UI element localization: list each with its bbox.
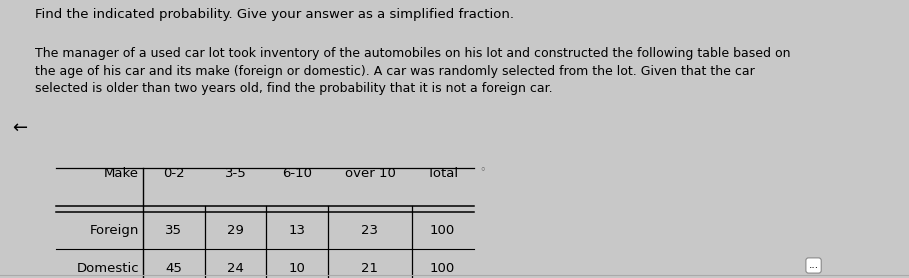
Text: 13: 13 [289,224,305,237]
Text: Foreign: Foreign [90,224,139,237]
Text: 21: 21 [362,262,378,275]
Text: 6-10: 6-10 [282,167,313,180]
Text: Total: Total [427,167,458,180]
Text: 3-5: 3-5 [225,167,246,180]
Text: Make: Make [104,167,139,180]
Text: ◦: ◦ [479,165,485,175]
Text: ...: ... [808,260,819,270]
Text: 100: 100 [430,262,455,275]
Text: Domestic: Domestic [76,262,139,275]
Text: 0-2: 0-2 [163,167,185,180]
Text: 35: 35 [165,224,182,237]
Text: Find the indicated probability. Give your answer as a simplified fraction.: Find the indicated probability. Give you… [35,8,514,21]
Text: 100: 100 [430,224,455,237]
Text: 10: 10 [289,262,305,275]
Text: over 10: over 10 [345,167,395,180]
Text: 23: 23 [362,224,378,237]
Text: 29: 29 [227,224,244,237]
Text: 24: 24 [227,262,244,275]
Text: 45: 45 [165,262,182,275]
Text: The manager of a used car lot took inventory of the automobiles on his lot and c: The manager of a used car lot took inven… [35,47,790,95]
Text: ←: ← [12,119,27,137]
